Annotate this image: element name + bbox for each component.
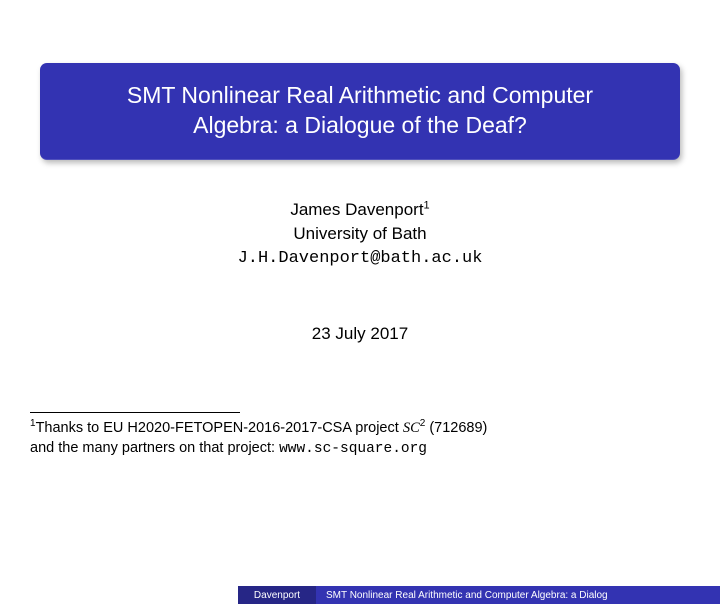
author-affiliation: University of Bath [0,222,720,247]
footnote-grant: (712689) [425,420,487,436]
footnote-project-symbol: SC [403,420,420,436]
date: 23 July 2017 [0,324,720,344]
author-name-line: James Davenport1 [0,198,720,223]
affiliation-mark: 1 [424,199,430,211]
footer-title: SMT Nonlinear Real Arithmetic and Comput… [316,586,720,604]
footer-bar: Davenport SMT Nonlinear Real Arithmetic … [0,586,720,604]
title-line-2: Algebra: a Dialogue of the Deaf? [64,111,656,141]
footnote-url: www.sc-square.org [279,441,427,457]
footer-author: Davenport [238,586,316,604]
footnote: 1Thanks to EU H2020-FETOPEN-2016-2017-CS… [0,417,720,459]
footnote-rule [30,412,240,413]
footnote-text-before: Thanks to EU H2020-FETOPEN-2016-2017-CSA… [36,420,403,436]
author-block: James Davenport1 University of Bath J.H.… [0,198,720,272]
footnote-line2-before: and the many partners on that project: [30,440,279,456]
footer-blank [0,586,238,604]
author-name: James Davenport [290,200,423,219]
author-email: J.H.Davenport@bath.ac.uk [0,247,720,272]
title-box: SMT Nonlinear Real Arithmetic and Comput… [40,63,680,160]
title-line-1: SMT Nonlinear Real Arithmetic and Comput… [64,81,656,111]
